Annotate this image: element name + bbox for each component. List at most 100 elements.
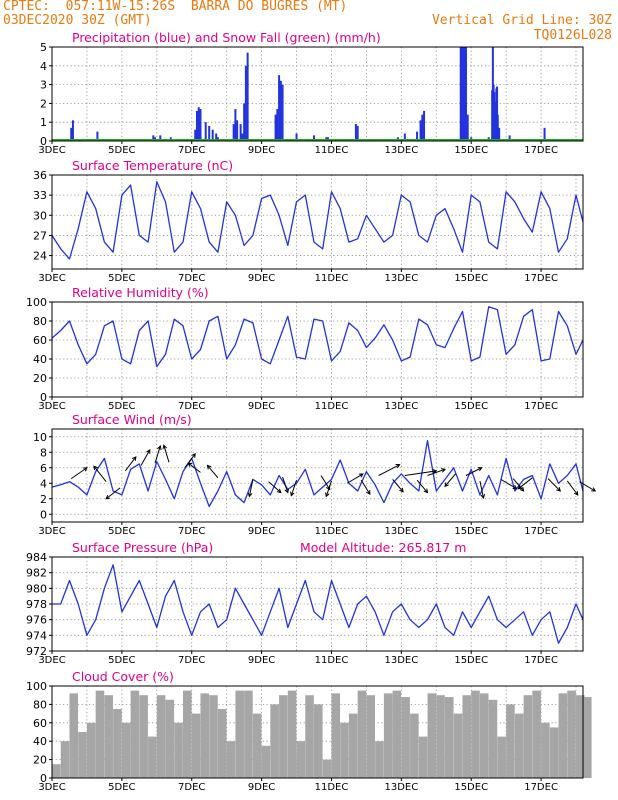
- header-grid-line: Vertical Grid Line: 30Z: [431, 13, 612, 28]
- precip-xtick-label: 13DEC: [384, 145, 418, 156]
- precip-bar: [416, 131, 419, 141]
- precip-bar: [211, 129, 214, 141]
- pressure-xtick-label: 17DEC: [524, 655, 558, 666]
- wind-arrow-head: [191, 452, 196, 458]
- cloud-bar: [427, 693, 437, 778]
- wind-ytick-label: 8: [40, 446, 47, 459]
- temp-ytick-label: 24: [33, 250, 47, 263]
- precip-bar: [419, 120, 422, 141]
- pressure-xtick-label: 5DEC: [108, 655, 135, 666]
- precip-bar: [278, 75, 281, 141]
- pressure-ytick-label: 984: [26, 551, 47, 564]
- wind-arrow-head: [477, 467, 483, 472]
- pressure-frame: [51, 556, 584, 652]
- wind-arrow: [465, 467, 482, 476]
- cloud-xtick-label: 5DEC: [108, 782, 135, 793]
- wind-arrow-head: [517, 484, 523, 490]
- cloud-bar: [436, 695, 445, 778]
- cloud-bar: [462, 695, 472, 778]
- cloud-bar: [583, 697, 592, 778]
- precip-ytick-label: 3: [40, 79, 47, 92]
- cloud-bar: [514, 713, 524, 778]
- cloud-xtick-label: 9DEC: [248, 782, 275, 793]
- wind-arrow: [140, 449, 151, 466]
- cloud-bar: [174, 722, 183, 778]
- cloud-ytick-label: 0: [40, 772, 47, 785]
- wind-ytick-label: 4: [40, 477, 47, 490]
- pressure-annotation: Model Altitude: 265.817 m: [300, 540, 466, 555]
- cloud-bar: [445, 697, 454, 778]
- temp-ytick-label: 30: [33, 209, 47, 222]
- wind-arrow-head: [573, 490, 579, 496]
- cloud-bar: [95, 690, 105, 778]
- cloud-bar: [191, 713, 201, 778]
- wind-xtick-label: 9DEC: [248, 526, 275, 537]
- wind-arrow-head: [512, 484, 518, 490]
- precip-bar: [199, 109, 202, 141]
- wind-arrow: [444, 473, 456, 487]
- cloud-bar: [314, 704, 323, 778]
- pressure-xtick-label: 13DEC: [384, 655, 418, 666]
- rh-xtick-label: 9DEC: [248, 401, 275, 412]
- temp-ytick-label: 33: [33, 189, 47, 202]
- precip-xtick-label: 3DEC: [38, 145, 65, 156]
- cloud-bar: [270, 704, 279, 778]
- wind-arrow: [404, 470, 437, 476]
- cloud-bar: [148, 736, 157, 778]
- pressure-ytick-label: 974: [26, 629, 47, 642]
- cloud-bar: [261, 745, 271, 778]
- wind-arrow-head: [284, 488, 289, 494]
- wind-arrow-head: [276, 488, 282, 494]
- cloud-ytick-label: 80: [33, 698, 47, 711]
- cloud-bar: [453, 713, 463, 778]
- wind-arrow: [70, 467, 88, 480]
- pressure-ytick-label: 978: [26, 598, 47, 611]
- cloud-bar: [139, 695, 148, 778]
- cloud-xtick-label: 11DEC: [315, 782, 349, 793]
- temp-xtick-label: 11DEC: [315, 273, 349, 284]
- precip-bar: [279, 80, 282, 141]
- precip-bar: [232, 124, 235, 141]
- wind-arrow-head: [423, 488, 429, 494]
- wind-arrow-head: [93, 465, 98, 471]
- wind-arrow-head: [290, 491, 295, 497]
- cloud-ytick-label: 40: [33, 735, 47, 748]
- rh-ytick-label: 100: [26, 296, 47, 309]
- cloud-bar: [305, 695, 314, 778]
- temp-xtick-label: 17DEC: [524, 273, 558, 284]
- temp-xtick-label: 15DEC: [454, 273, 488, 284]
- wind-xtick-label: 7DEC: [178, 526, 205, 537]
- precip-bar: [96, 131, 99, 141]
- temp-xtick-label: 13DEC: [384, 273, 418, 284]
- wind-xtick-label: 17DEC: [524, 526, 558, 537]
- header: CPTEC: 057:11W-15:26S BARRA DO BUGRES (M…: [0, 0, 618, 46]
- wind-arrow-head: [480, 494, 486, 499]
- cloud-ytick-label: 60: [33, 717, 47, 730]
- wind-arrow: [154, 445, 161, 464]
- wind-ytick-label: 2: [40, 493, 47, 506]
- rh-xtick-label: 3DEC: [38, 401, 65, 412]
- cloud-bar: [567, 690, 576, 778]
- pressure-xtick-label: 11DEC: [315, 655, 349, 666]
- cloud-bar: [165, 699, 175, 778]
- precip-xtick-label: 11DEC: [315, 145, 349, 156]
- rh-ytick-label: 40: [33, 353, 47, 366]
- cloud-bar: [348, 713, 358, 778]
- wind-arrow: [184, 453, 196, 469]
- wind-ytick-label: 0: [40, 508, 47, 521]
- precip-xtick-label: 7DEC: [178, 145, 205, 156]
- precip-xtick-label: 15DEC: [454, 145, 488, 156]
- wind-arrow: [518, 477, 533, 490]
- rh-xtick-label: 13DEC: [384, 401, 418, 412]
- rh-xtick-label: 11DEC: [315, 401, 349, 412]
- rh-ytick-label: 0: [40, 391, 47, 404]
- cloud-bar: [287, 690, 297, 778]
- pressure-xtick-label: 7DEC: [178, 655, 205, 666]
- precip-bar: [274, 114, 277, 141]
- wind-arrow: [282, 476, 289, 493]
- cloud-bar: [340, 722, 349, 778]
- precip-bar: [246, 52, 249, 141]
- cloud-xtick-label: 7DEC: [178, 782, 205, 793]
- wind-arrow: [93, 465, 107, 483]
- wind-arrow: [579, 481, 596, 492]
